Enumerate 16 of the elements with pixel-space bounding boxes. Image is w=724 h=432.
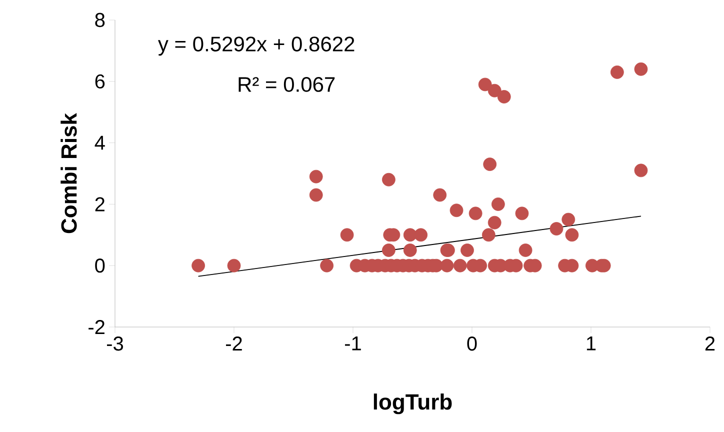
y-tick-label: -2 (88, 320, 104, 334)
x-axis-title: logTurb (374, 394, 452, 414)
y-tick-label: 4 (94, 136, 105, 150)
x-tick-label: -2 (226, 336, 242, 350)
annotation: R² = 0.067 (238, 77, 335, 92)
y-tick-label: 2 (95, 197, 104, 212)
x-tick-label: -1 (345, 336, 361, 350)
x-tick-label: 0 (467, 336, 477, 351)
x-tick-label: -3 (107, 336, 124, 351)
y-axis-title: Combi Risk (60, 112, 77, 234)
annotation: y = 0.5292x + 0.8622 (158, 36, 354, 56)
y-tick-label: 0 (95, 258, 105, 273)
x-tick-label: 1 (586, 336, 596, 350)
y-tick-label: 8 (95, 12, 105, 28)
x-tick-label: 2 (705, 336, 715, 350)
y-tick-label: 6 (95, 74, 105, 88)
